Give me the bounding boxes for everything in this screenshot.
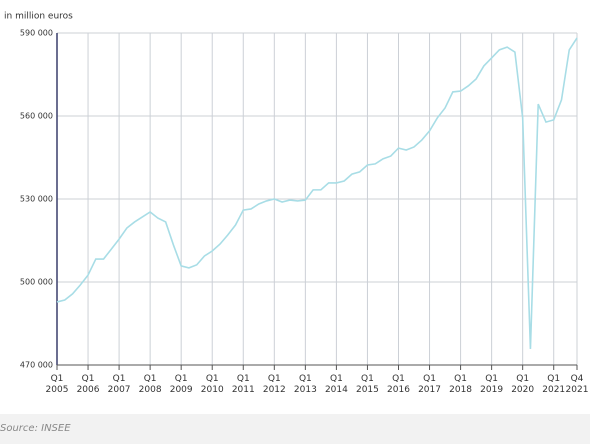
x-tick-label-line: Q1 — [113, 374, 126, 384]
x-tick-label-line: 2020 — [511, 385, 534, 395]
x-tick-label: Q1 2007 — [108, 374, 131, 395]
x-tick-label: Q1 2009 — [170, 374, 193, 395]
x-tick-label-line: 2021 — [566, 385, 589, 395]
x-tick-label: Q1 2010 — [201, 374, 224, 395]
x-tick-label: Q1 2015 — [356, 374, 379, 395]
x-tick-label-line: 2014 — [325, 385, 348, 395]
x-tick-label-line: 2007 — [108, 385, 131, 395]
x-tick-label: Q1 2018 — [449, 374, 472, 395]
line — [56, 37, 578, 349]
x-tick-label: Q1 2014 — [325, 374, 348, 395]
x-tick-label-line: Q1 — [268, 374, 281, 384]
y-tick-label: 560 000 — [20, 112, 53, 121]
x-tick-label: Q1 2021 — [542, 374, 565, 395]
y-tick-label: 500 000 — [20, 278, 53, 287]
y-tick-label: 530 000 — [20, 195, 53, 204]
x-tick-label-line: Q1 — [392, 374, 405, 384]
x-tick-label-line: Q1 — [361, 374, 374, 384]
x-tick-label-line: 2011 — [232, 385, 255, 395]
x-tick-label-line: Q1 — [175, 374, 188, 384]
x-tick-label-line: 2018 — [449, 385, 472, 395]
x-tick-label-line: 2016 — [387, 385, 410, 395]
x-tick-label: Q1 2012 — [263, 374, 286, 395]
x-tick-label-line: Q1 — [454, 374, 467, 384]
y-axis-label: in million euros — [4, 12, 73, 22]
x-tick-label: Q1 2016 — [387, 374, 410, 395]
source-note: Source: INSEE — [0, 423, 71, 434]
x-tick-label-line: Q1 — [330, 374, 343, 384]
x-tick-label: Q1 2005 — [46, 374, 69, 395]
x-tick-label-line: Q1 — [547, 374, 560, 384]
x-tick-label-line: Q1 — [51, 374, 64, 384]
x-tick-label-line: 2021 — [542, 385, 565, 395]
x-tick-label: Q1 2020 — [511, 374, 534, 395]
x-tick-label-line: Q4 — [571, 374, 584, 384]
x-tick-label-line: Q1 — [144, 374, 157, 384]
x-tick-label-line: Q1 — [82, 374, 95, 384]
x-tick-label-line: Q1 — [299, 374, 312, 384]
x-tick-label-line: Q1 — [237, 374, 250, 384]
x-tick-label-line: 2008 — [139, 385, 162, 395]
x-tick-label-line: 2013 — [294, 385, 317, 395]
y-tick-label: 590 000 — [20, 29, 53, 38]
x-tick-label-line: Q1 — [206, 374, 219, 384]
x-tick-label: Q1 2017 — [418, 374, 441, 395]
x-tick-label-line: 2009 — [170, 385, 193, 395]
x-tick-label-line: Q1 — [485, 374, 498, 384]
x-tick-label-line: 2015 — [356, 385, 379, 395]
x-tick-label-line: 2006 — [77, 385, 100, 395]
x-tick-label: Q1 2006 — [77, 374, 100, 395]
x-tick-label-line: 2012 — [263, 385, 286, 395]
x-tick-label: Q1 2011 — [232, 374, 255, 395]
x-tick-label-line: 2017 — [418, 385, 441, 395]
x-tick-label-line: 2005 — [46, 385, 69, 395]
footer-background — [0, 414, 590, 444]
x-tick-label-line: 2019 — [480, 385, 503, 395]
x-tick-label-line: 2010 — [201, 385, 224, 395]
y-tick-label: 470 000 — [20, 361, 53, 370]
x-tick-label: Q4 2021 — [566, 374, 589, 395]
x-tick-label-line: Q1 — [423, 374, 436, 384]
x-tick-label-line: Q1 — [516, 374, 529, 384]
x-tick-label: Q1 2019 — [480, 374, 503, 395]
x-tick-label: Q1 2008 — [139, 374, 162, 395]
x-tick-label: Q1 2013 — [294, 374, 317, 395]
